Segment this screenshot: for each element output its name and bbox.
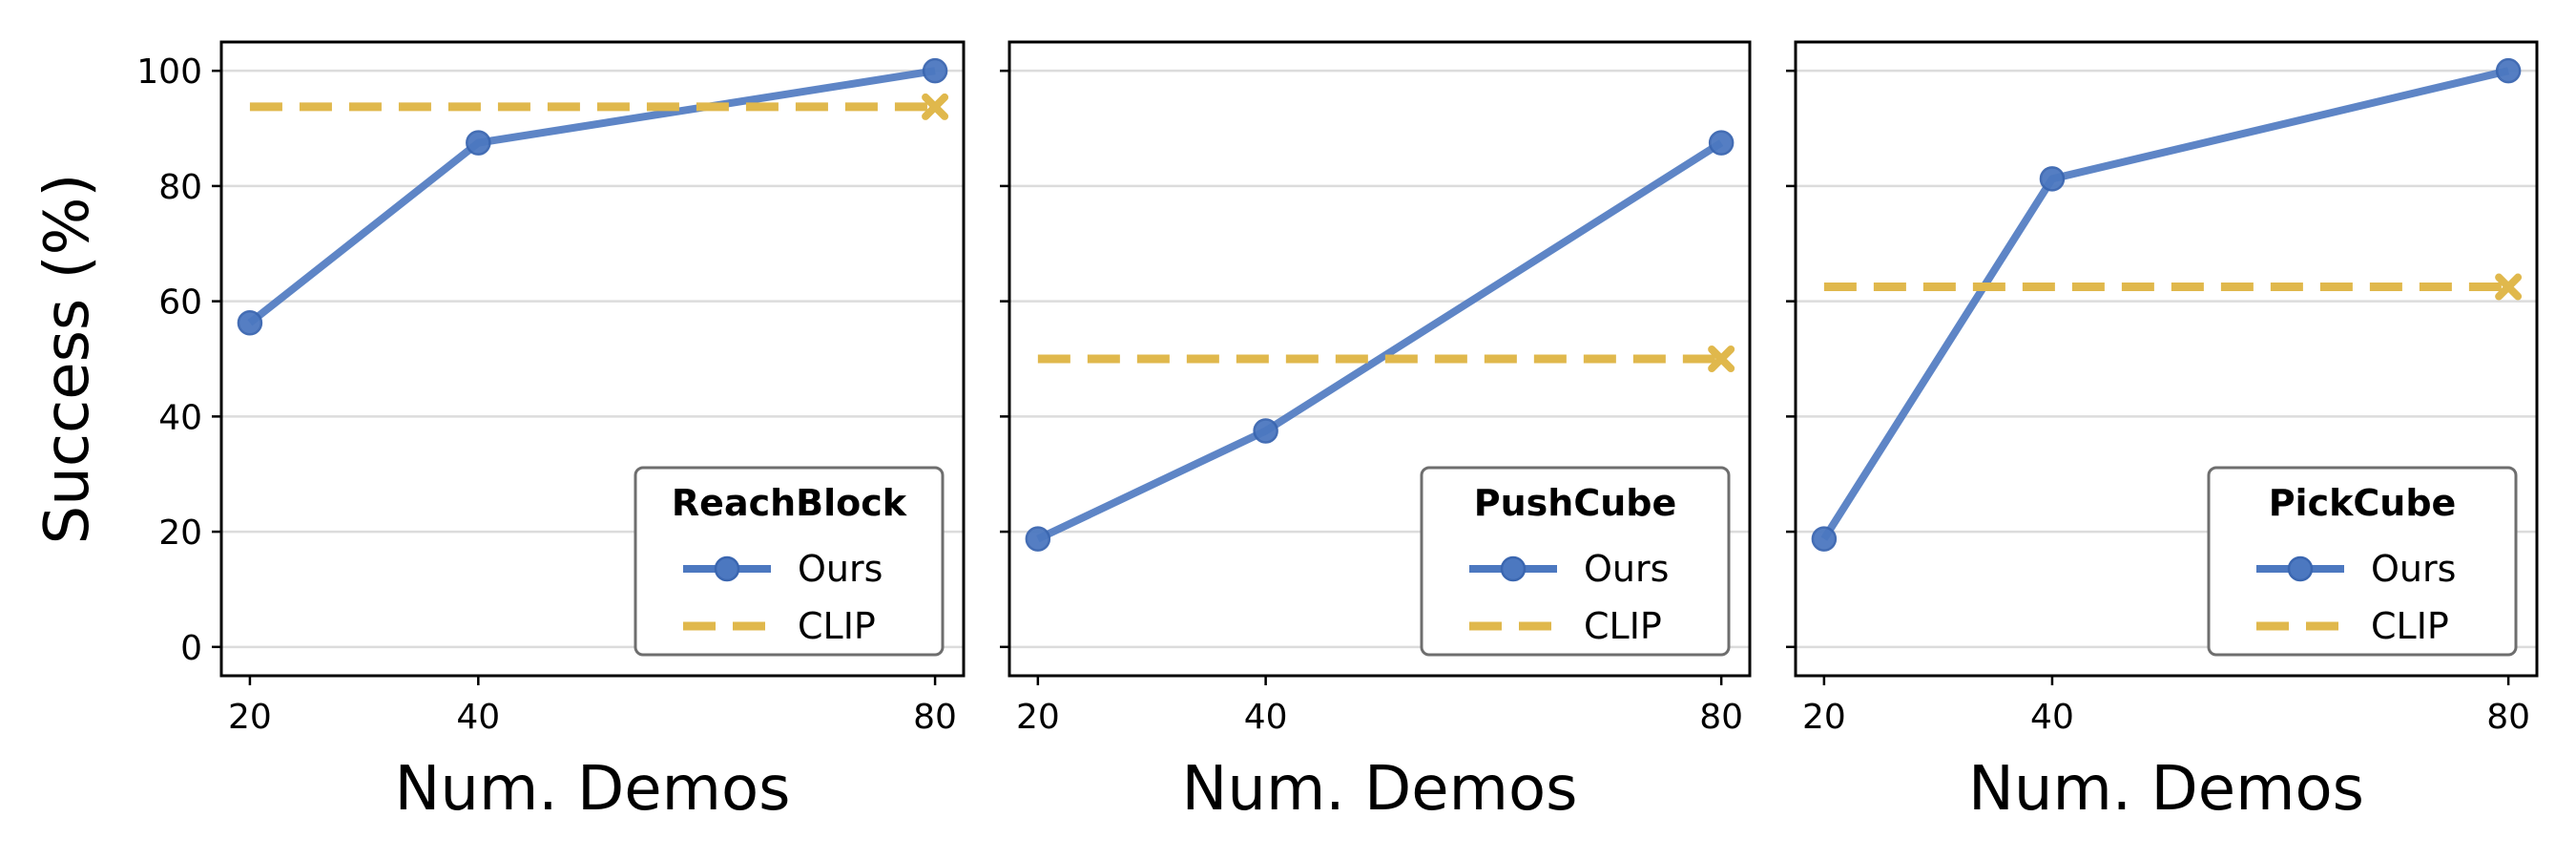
y-tick-label: 40 [158, 398, 202, 437]
legend-label-ours: Ours [798, 548, 883, 590]
x-tick-label: 80 [913, 698, 957, 737]
y-tick-label: 100 [136, 52, 202, 92]
ours-point-40 [466, 130, 491, 156]
x-tick-label: 20 [228, 698, 272, 737]
legend-box [634, 466, 945, 657]
legend-label-clip: CLIP [2371, 605, 2449, 647]
x-tick-label: 40 [456, 698, 500, 737]
y-tick-label: 0 [180, 629, 202, 668]
legend-marker-ours [2287, 555, 2314, 582]
legend: PickCube Ours CLIP [2207, 466, 2518, 657]
axes-frame [1794, 40, 2539, 678]
y-tick-label: 20 [158, 513, 202, 553]
legend-box [1420, 466, 1731, 657]
ours-point-80 [1708, 130, 1735, 156]
legend-label-clip: CLIP [1584, 605, 1662, 647]
clip-endpoint-marker [922, 93, 949, 120]
legend: PushCube Ours CLIP [1420, 466, 1731, 657]
chart-panel-2: 20 40 80 Num. Demos PushCube Ours CLIP [1000, 40, 1752, 825]
legend-label-ours: Ours [2371, 548, 2456, 590]
axes-frame [219, 40, 966, 678]
y-axis-label: Success (%) [32, 174, 103, 545]
x-axis-label: Num. Demos [1968, 754, 2364, 825]
chart-panel-1: 0 20 40 60 80 100 20 40 80 Num. Demos ReachBlock Ou… [136, 40, 966, 825]
legend-marker-ours [1500, 555, 1527, 582]
legend-box [2207, 466, 2518, 657]
ours-point-80 [922, 57, 948, 84]
y-tick-label: 60 [158, 283, 202, 323]
ours-point-20 [1811, 526, 1838, 552]
ours-point-20 [237, 310, 263, 336]
x-tick-label: 40 [1244, 698, 1288, 737]
x-axis-label: Num. Demos [1182, 754, 1578, 825]
y-tick-label: 80 [158, 168, 202, 207]
legend-title: PushCube [1474, 482, 1677, 524]
x-tick-label: 80 [2486, 698, 2530, 737]
chart-panel-3: 20 40 80 Num. Demos PickCube Ours CLIP [1786, 40, 2539, 825]
x-tick-label: 20 [1802, 698, 1846, 737]
legend-label-ours: Ours [1584, 548, 1669, 590]
clip-endpoint-marker [1708, 346, 1735, 372]
x-tick-label: 20 [1016, 698, 1060, 737]
legend-marker-ours [714, 555, 740, 582]
ours-point-40 [1253, 418, 1278, 444]
clip-endpoint-marker [2495, 273, 2523, 301]
axes-frame [1008, 40, 1752, 678]
legend: ReachBlock Ours CLIP [634, 466, 945, 657]
legend-title: PickCube [2269, 482, 2457, 524]
legend-title: ReachBlock [672, 482, 907, 524]
x-axis-label: Num. Demos [395, 754, 791, 825]
ours-point-80 [2495, 57, 2522, 84]
x-tick-label: 40 [2030, 698, 2074, 737]
ours-point-40 [2039, 166, 2066, 192]
ours-point-20 [1025, 526, 1051, 552]
x-tick-label: 80 [1699, 698, 1743, 737]
legend-label-clip: CLIP [798, 605, 876, 647]
